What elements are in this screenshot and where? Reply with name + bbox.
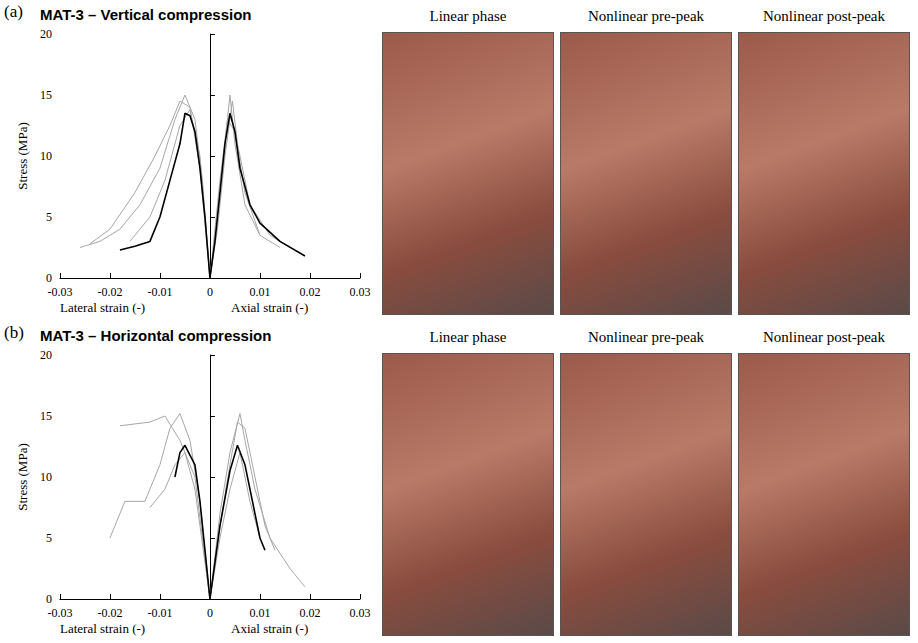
svg-text:0: 0 xyxy=(46,592,52,606)
svg-text:0: 0 xyxy=(207,606,213,620)
svg-text:0.03: 0.03 xyxy=(350,606,371,620)
svg-text:-0.02: -0.02 xyxy=(97,606,122,620)
html-text:Nonlinear post-peak: Nonlinear post-peak xyxy=(763,8,885,24)
svg-text:0.01: 0.01 xyxy=(249,606,270,620)
svg-text:0.02: 0.02 xyxy=(299,606,320,620)
svg-text:0.01: 0.01 xyxy=(249,285,270,299)
svg-text:-0.02: -0.02 xyxy=(97,285,122,299)
svg-text:0: 0 xyxy=(46,271,52,285)
svg-text:Axial strain (-): Axial strain (-) xyxy=(231,621,308,636)
svg-text:Lateral strain (-): Lateral strain (-) xyxy=(60,300,145,315)
svg-text:-0.03: -0.03 xyxy=(47,285,72,299)
svg-text:15: 15 xyxy=(40,88,52,102)
html-text:MAT-3 – Vertical compression: MAT-3 – Vertical compression xyxy=(40,6,252,23)
svg-text:-0.01: -0.01 xyxy=(147,606,172,620)
html-text:Nonlinear post-peak: Nonlinear post-peak xyxy=(763,329,885,345)
svg-text:Stress (MPa): Stress (MPa) xyxy=(15,443,30,511)
svg-text:0: 0 xyxy=(207,285,213,299)
svg-text:Lateral strain (-): Lateral strain (-) xyxy=(60,621,145,636)
svg-text:-0.03: -0.03 xyxy=(47,606,72,620)
html-text:MAT-3 – Horizontal compression: MAT-3 – Horizontal compression xyxy=(40,327,272,344)
svg-text:20: 20 xyxy=(40,27,52,41)
html-text:Linear phase: Linear phase xyxy=(429,329,507,345)
html-text:Nonlinear pre-peak: Nonlinear pre-peak xyxy=(587,329,705,345)
svg-text:5: 5 xyxy=(46,531,52,545)
svg-text:20: 20 xyxy=(40,348,52,362)
html-text:(b): (b) xyxy=(4,323,24,342)
html-text:Linear phase: Linear phase xyxy=(429,8,507,24)
svg-text:Axial strain (-): Axial strain (-) xyxy=(231,300,308,315)
svg-text:Stress (MPa): Stress (MPa) xyxy=(15,122,30,190)
svg-text:0.02: 0.02 xyxy=(299,285,320,299)
svg-text:0.03: 0.03 xyxy=(350,285,371,299)
svg-text:-0.01: -0.01 xyxy=(147,285,172,299)
html-text:(a): (a) xyxy=(4,2,23,21)
svg-text:10: 10 xyxy=(40,149,52,163)
svg-text:5: 5 xyxy=(46,210,52,224)
svg-text:10: 10 xyxy=(40,470,52,484)
svg-text:15: 15 xyxy=(40,409,52,423)
html-text:Nonlinear pre-peak: Nonlinear pre-peak xyxy=(587,8,705,24)
